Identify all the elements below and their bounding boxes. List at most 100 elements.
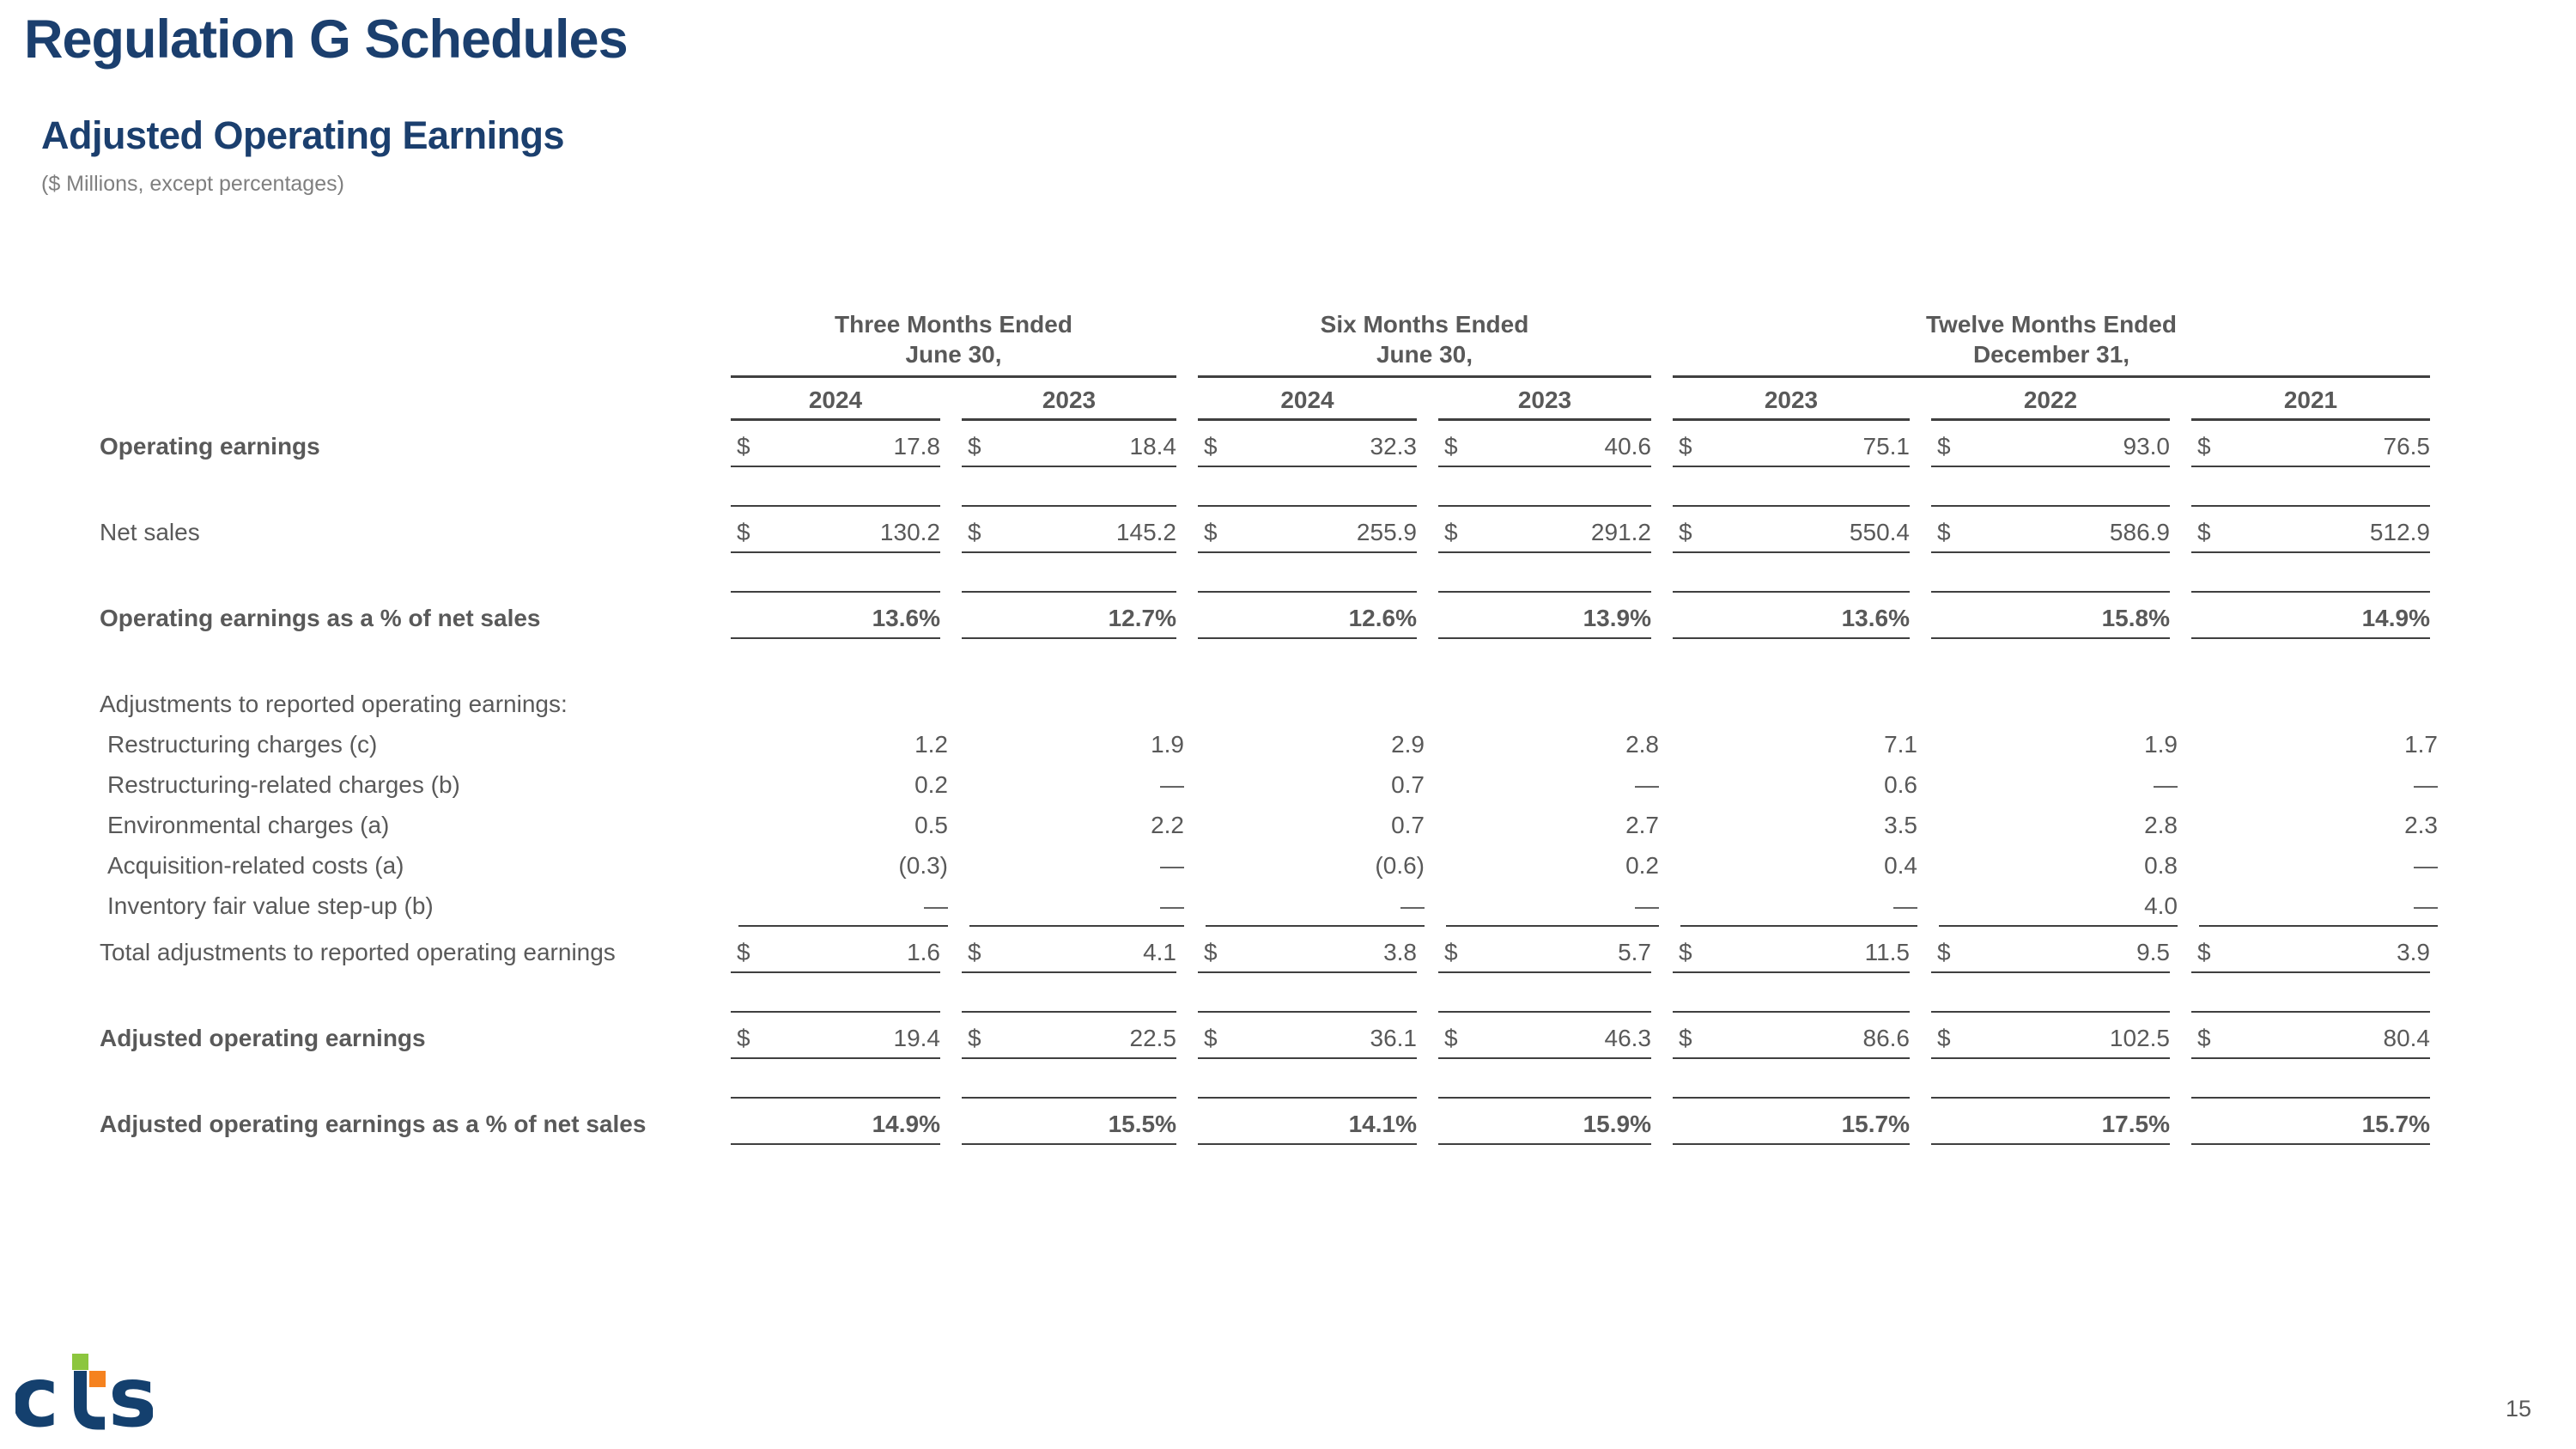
value-cell: $22.5 [962, 1025, 1176, 1059]
header-label-spacer [100, 371, 731, 378]
value-cell: 2.8 [1446, 731, 1659, 765]
row-label-spacer [100, 1006, 731, 1013]
column-group-date: December 31, [1972, 341, 2130, 368]
value-cell: — [2199, 771, 2438, 806]
spacer-cell [2191, 1011, 2430, 1013]
cell-value: 12.7% [1108, 605, 1176, 631]
spacer-row [100, 1059, 2456, 1099]
dollar-sign: $ [2197, 519, 2211, 545]
cell-value: 0.7 [1391, 771, 1425, 798]
row-label: Inventory fair value step-up (b) [107, 892, 434, 919]
row-label: Operating earnings [100, 433, 320, 460]
value-cell: 12.7% [962, 605, 1176, 639]
row-label: Acquisition-related costs (a) [107, 852, 404, 879]
cell-value: 15.7% [2361, 1111, 2430, 1137]
page-subtitle: Adjusted Operating Earnings [41, 113, 565, 157]
value-cell: 2.2 [969, 812, 1184, 846]
dollar-sign: $ [1679, 519, 1692, 545]
cell-value: 15.5% [1108, 1111, 1176, 1137]
cell-value: 550.4 [1849, 519, 1910, 545]
spacer-cell [1198, 1011, 1417, 1013]
cell-value: — [2154, 771, 2178, 798]
cell-value: 13.6% [872, 605, 940, 631]
cell-value: 13.6% [1841, 605, 1910, 631]
row-net-sales: Net sales $130.2 $145.2 $255.9 $291.2 $550.4 $… [100, 507, 2456, 553]
spacer-cell [1438, 1011, 1651, 1013]
cell-value: (0.3) [898, 852, 948, 879]
cell-value: 40.6 [1604, 433, 1652, 460]
value-cell: $18.4 [962, 433, 1176, 467]
dollar-sign: $ [968, 939, 981, 965]
cell-value: 19.4 [893, 1025, 941, 1051]
cell-value: 17.5% [2101, 1111, 2170, 1137]
row-label: Adjusted operating earnings as a % of ne… [100, 1111, 647, 1137]
value-cell: $3.8 [1198, 939, 1417, 973]
year-header: 2022 [1931, 387, 2170, 421]
spacer-cell [962, 1097, 1176, 1099]
cell-value: 586.9 [2109, 519, 2170, 545]
row-label: Net sales [100, 519, 200, 545]
spacer-cell [731, 505, 940, 507]
cell-value: 15.7% [1841, 1111, 1910, 1137]
cell-value: 1.9 [1151, 731, 1184, 758]
column-group-title: Twelve Months Ended [1926, 311, 2177, 338]
value-cell: $19.4 [731, 1025, 940, 1059]
value-cell: $76.5 [2191, 433, 2430, 467]
value-cell: $130.2 [731, 519, 940, 553]
value-cell: $102.5 [1931, 1025, 2170, 1059]
cell-value: — [2414, 852, 2438, 879]
spacer-cell [1673, 591, 1910, 593]
value-cell: 14.1% [1198, 1111, 1417, 1145]
cell-value: — [1635, 892, 1659, 919]
value-cell: — [1446, 892, 1659, 927]
spacer-cell [1438, 1097, 1651, 1099]
value-cell: $512.9 [2191, 519, 2430, 553]
year-header: 2023 [1438, 387, 1651, 421]
cell-value: 36.1 [1370, 1025, 1418, 1051]
year-header: 2021 [2191, 387, 2430, 421]
row-operating-earnings: Operating earnings $17.8 $18.4 $32.3 $40.6 $7… [100, 421, 2456, 467]
cell-value: 9.5 [2136, 939, 2170, 965]
value-cell: 12.6% [1198, 605, 1417, 639]
dollar-sign: $ [2197, 433, 2211, 460]
value-cell: $11.5 [1673, 939, 1910, 973]
value-cell: 2.7 [1446, 812, 1659, 846]
value-cell: $3.9 [2191, 939, 2430, 973]
row-environmental-charges: Environmental charges (a) 0.5 2.2 0.7 2.7 3.5… [100, 806, 2456, 846]
row-restructuring-related-charges: Restructuring-related charges (b) 0.2 — 0.7… [100, 765, 2456, 806]
row-adjusted-operating-margin: Adjusted operating earnings as a % of ne… [100, 1099, 2456, 1145]
dollar-sign: $ [1937, 519, 1951, 545]
value-cell: $36.1 [1198, 1025, 1417, 1059]
value-cell: 0.8 [1939, 852, 2178, 886]
spacer-row [100, 467, 2456, 507]
cell-value: 1.6 [907, 939, 940, 965]
value-cell: — [1680, 892, 1917, 927]
cell-value: 2.8 [1625, 731, 1659, 758]
value-cell: $86.6 [1673, 1025, 1910, 1059]
row-label-spacer [100, 586, 731, 593]
column-group-date: June 30, [1376, 341, 1473, 368]
cell-value: 0.2 [914, 771, 948, 798]
dollar-sign: $ [1444, 1025, 1458, 1051]
dollar-sign: $ [968, 433, 981, 460]
cell-value: 0.4 [1884, 852, 1917, 879]
value-cell: $75.1 [1673, 433, 1910, 467]
financial-table: Three Months Ended June 30, Six Months End… [100, 309, 2456, 1145]
logo-letter-s: s [108, 1350, 153, 1436]
value-cell: — [2199, 892, 2438, 927]
spacer-row [100, 553, 2456, 593]
value-cell: — [969, 852, 1184, 886]
dollar-sign: $ [1679, 939, 1692, 965]
cell-value: — [2414, 892, 2438, 919]
spacer-cell [2191, 591, 2430, 593]
cell-value: 0.5 [914, 812, 948, 838]
value-cell: 15.5% [962, 1111, 1176, 1145]
value-cell: $1.6 [731, 939, 940, 973]
dollar-sign: $ [737, 519, 750, 545]
row-label: Operating earnings as a % of net sales [100, 605, 541, 631]
value-cell: $80.4 [2191, 1025, 2430, 1059]
cell-value: 4.0 [2144, 892, 2178, 919]
spacer-cell [962, 591, 1176, 593]
cell-value: 15.9% [1583, 1111, 1651, 1137]
